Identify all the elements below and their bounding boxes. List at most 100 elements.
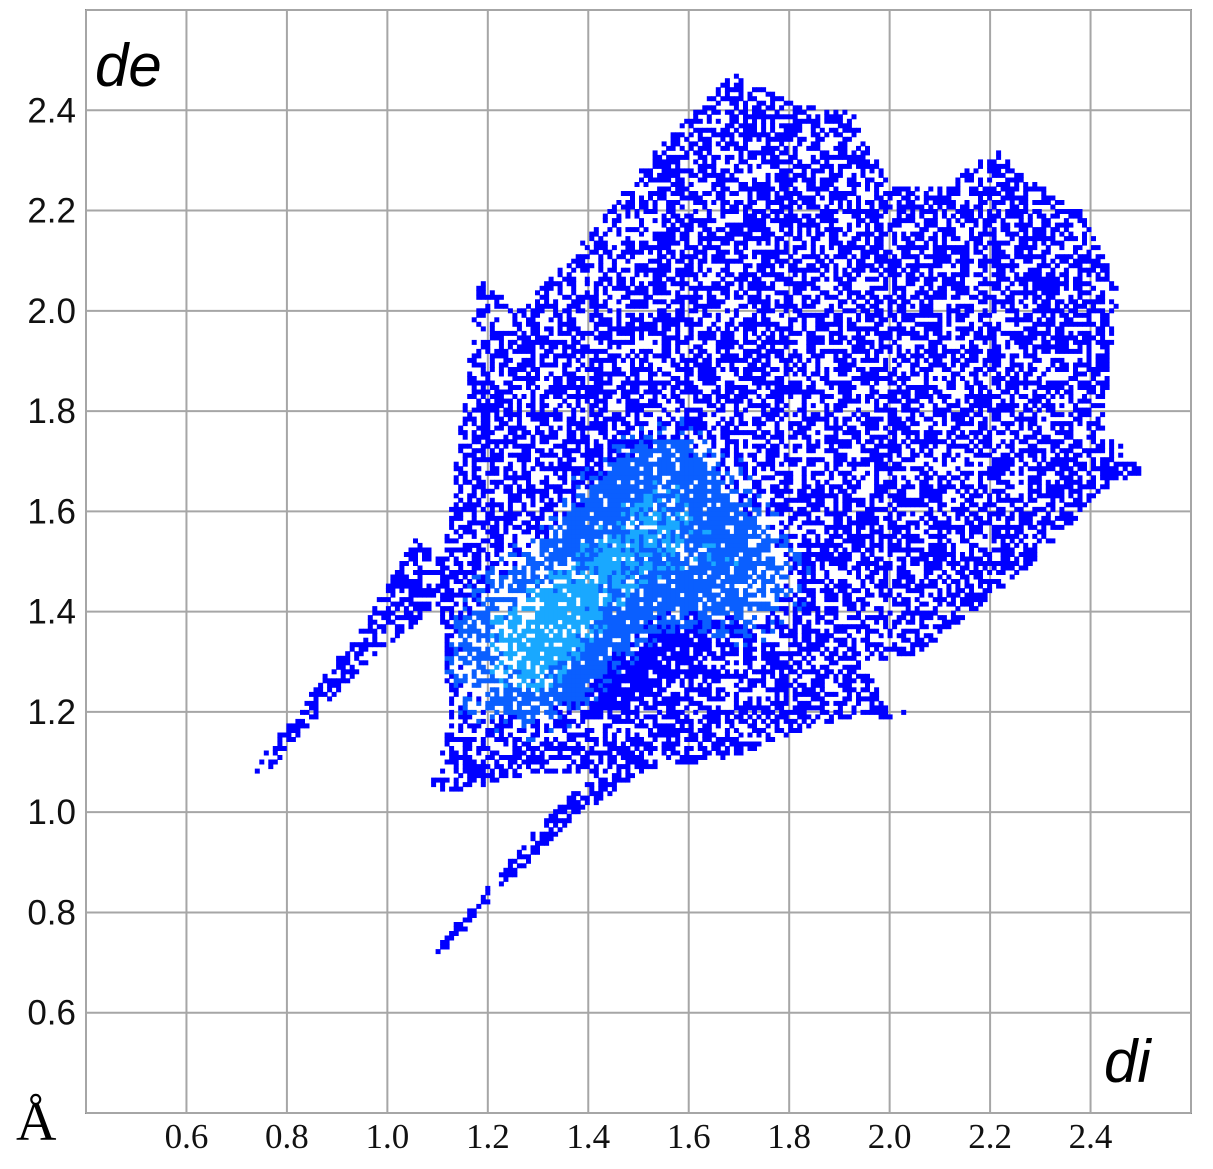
density-point bbox=[372, 610, 378, 616]
density-point bbox=[557, 330, 563, 336]
density-point bbox=[634, 317, 640, 323]
density-point bbox=[553, 737, 559, 742]
density-point bbox=[535, 660, 540, 666]
density-point bbox=[688, 457, 694, 463]
density-point bbox=[530, 570, 536, 575]
density-point bbox=[354, 642, 360, 648]
density-point bbox=[553, 281, 559, 287]
density-point bbox=[575, 696, 581, 702]
density-point bbox=[575, 673, 581, 679]
density-point bbox=[553, 619, 559, 625]
density-point bbox=[530, 321, 536, 327]
density-point bbox=[670, 673, 676, 679]
density-point bbox=[630, 425, 635, 431]
density-point bbox=[648, 443, 653, 449]
density-point bbox=[607, 497, 613, 503]
density-point bbox=[648, 565, 653, 571]
density-point bbox=[706, 651, 712, 657]
density-point bbox=[657, 403, 663, 409]
density-point bbox=[639, 195, 644, 201]
density-point bbox=[657, 380, 663, 386]
density-point bbox=[566, 524, 572, 530]
density-point bbox=[580, 254, 586, 260]
density-point bbox=[548, 709, 554, 715]
density-point bbox=[706, 335, 712, 341]
density-point bbox=[498, 506, 504, 512]
density-point bbox=[715, 610, 721, 616]
density-point bbox=[580, 515, 586, 521]
density-point bbox=[706, 552, 712, 557]
density-point bbox=[535, 682, 540, 688]
density-point bbox=[679, 479, 685, 485]
density-point bbox=[598, 236, 604, 242]
density-point bbox=[648, 249, 653, 255]
density-point bbox=[584, 506, 590, 512]
density-point bbox=[639, 168, 644, 174]
density-point bbox=[684, 488, 690, 494]
density-point bbox=[498, 714, 504, 720]
density-point bbox=[503, 380, 509, 386]
density-point bbox=[494, 723, 500, 729]
density-point bbox=[661, 380, 667, 386]
density-point bbox=[684, 154, 690, 160]
density-point bbox=[539, 588, 545, 594]
density-point bbox=[535, 651, 540, 657]
density-point bbox=[471, 407, 477, 413]
density-point bbox=[620, 506, 626, 512]
density-point bbox=[394, 628, 400, 634]
density-point bbox=[616, 254, 622, 260]
density-point bbox=[711, 624, 717, 630]
density-point bbox=[607, 741, 613, 747]
density-point bbox=[679, 610, 685, 616]
density-point bbox=[702, 533, 708, 539]
density-point bbox=[476, 588, 482, 594]
density-point bbox=[580, 646, 586, 652]
density-point bbox=[657, 177, 663, 183]
density-point bbox=[394, 624, 400, 630]
density-point bbox=[670, 628, 676, 634]
density-point bbox=[693, 732, 699, 738]
density-point bbox=[593, 615, 599, 621]
density-point bbox=[670, 479, 676, 485]
density-point bbox=[675, 154, 681, 160]
density-point bbox=[562, 718, 568, 724]
density-point bbox=[544, 696, 550, 702]
density-point bbox=[480, 520, 486, 526]
density-point bbox=[693, 357, 699, 363]
density-point bbox=[625, 678, 631, 684]
density-point bbox=[566, 357, 572, 363]
density-point bbox=[666, 506, 672, 512]
density-point bbox=[530, 732, 536, 738]
density-point bbox=[512, 714, 518, 720]
density-point bbox=[471, 669, 477, 675]
density-point bbox=[467, 520, 473, 526]
density-point bbox=[611, 457, 617, 463]
density-point bbox=[652, 150, 658, 156]
density-point bbox=[480, 452, 486, 458]
density-point bbox=[516, 488, 522, 494]
density-point bbox=[381, 642, 387, 648]
density-point bbox=[611, 497, 617, 503]
density-point bbox=[476, 718, 482, 724]
density-point bbox=[449, 709, 455, 715]
density-point bbox=[670, 154, 676, 160]
density-point bbox=[625, 673, 631, 679]
density-point bbox=[553, 488, 559, 494]
density-point bbox=[670, 172, 676, 178]
density-point bbox=[598, 547, 604, 553]
density-point bbox=[702, 601, 708, 607]
density-point bbox=[571, 642, 577, 648]
density-point bbox=[503, 561, 509, 566]
density-point bbox=[679, 633, 685, 639]
density-point bbox=[580, 565, 586, 571]
density-point bbox=[634, 285, 640, 291]
density-point bbox=[697, 150, 703, 156]
density-point bbox=[670, 357, 676, 363]
density-point bbox=[562, 651, 568, 657]
density-point bbox=[408, 579, 414, 584]
density-point bbox=[607, 538, 613, 544]
density-point bbox=[516, 398, 522, 404]
density-point bbox=[611, 705, 617, 711]
density-point bbox=[670, 376, 676, 381]
density-point bbox=[544, 610, 550, 616]
